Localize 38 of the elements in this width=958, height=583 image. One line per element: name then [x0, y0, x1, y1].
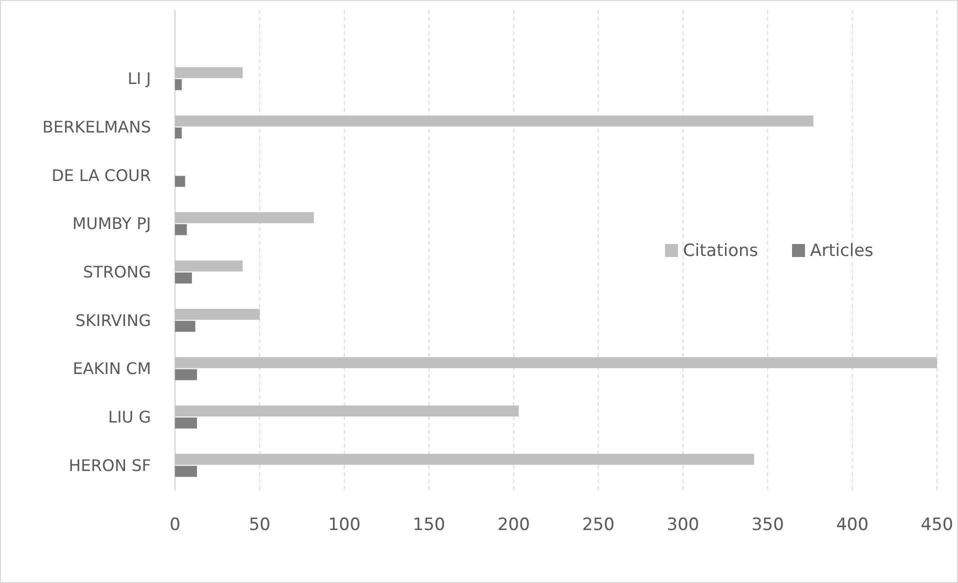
x-tick-label: 400 [836, 515, 869, 535]
x-tick-label: 200 [497, 515, 530, 535]
x-tick-label: 100 [328, 515, 361, 535]
bar [175, 454, 754, 465]
y-tick-label: MUMBY PJ [72, 214, 151, 234]
legend-label: Citations [683, 241, 758, 261]
y-tick-label: DE LA COUR [52, 166, 151, 185]
x-tick-label: 50 [248, 515, 270, 535]
y-tick-label: LIU G [108, 408, 151, 426]
bar [175, 418, 198, 428]
y-tick-label: LI J [128, 69, 151, 88]
bar [175, 406, 519, 416]
bar [175, 116, 814, 126]
x-tick-label: 0 [170, 515, 180, 535]
bar [175, 357, 937, 368]
y-tick-label: HERON SF [68, 456, 151, 475]
bar [175, 79, 182, 90]
bar [175, 67, 243, 78]
bar [175, 308, 260, 320]
bar [175, 260, 243, 272]
bar [175, 369, 198, 380]
y-tick-label: EAKIN CM [72, 359, 151, 378]
legend-label: Articles [810, 241, 874, 261]
x-tick-label: 250 [582, 515, 615, 535]
y-tick-label: STRONG [82, 262, 151, 282]
bar [175, 224, 187, 236]
bar [175, 320, 196, 332]
x-tick-label: 300 [666, 515, 700, 535]
x-tick-label: 150 [412, 515, 446, 535]
y-tick-label: SKIRVING [75, 310, 151, 330]
y-tick-label: BERKELMANS [42, 118, 151, 136]
x-tick-label: 350 [751, 515, 784, 535]
bar [175, 128, 182, 138]
bar [175, 212, 314, 224]
bar [175, 466, 198, 477]
bar [175, 176, 186, 187]
x-tick-label: 450 [920, 515, 954, 535]
bar [175, 272, 192, 284]
